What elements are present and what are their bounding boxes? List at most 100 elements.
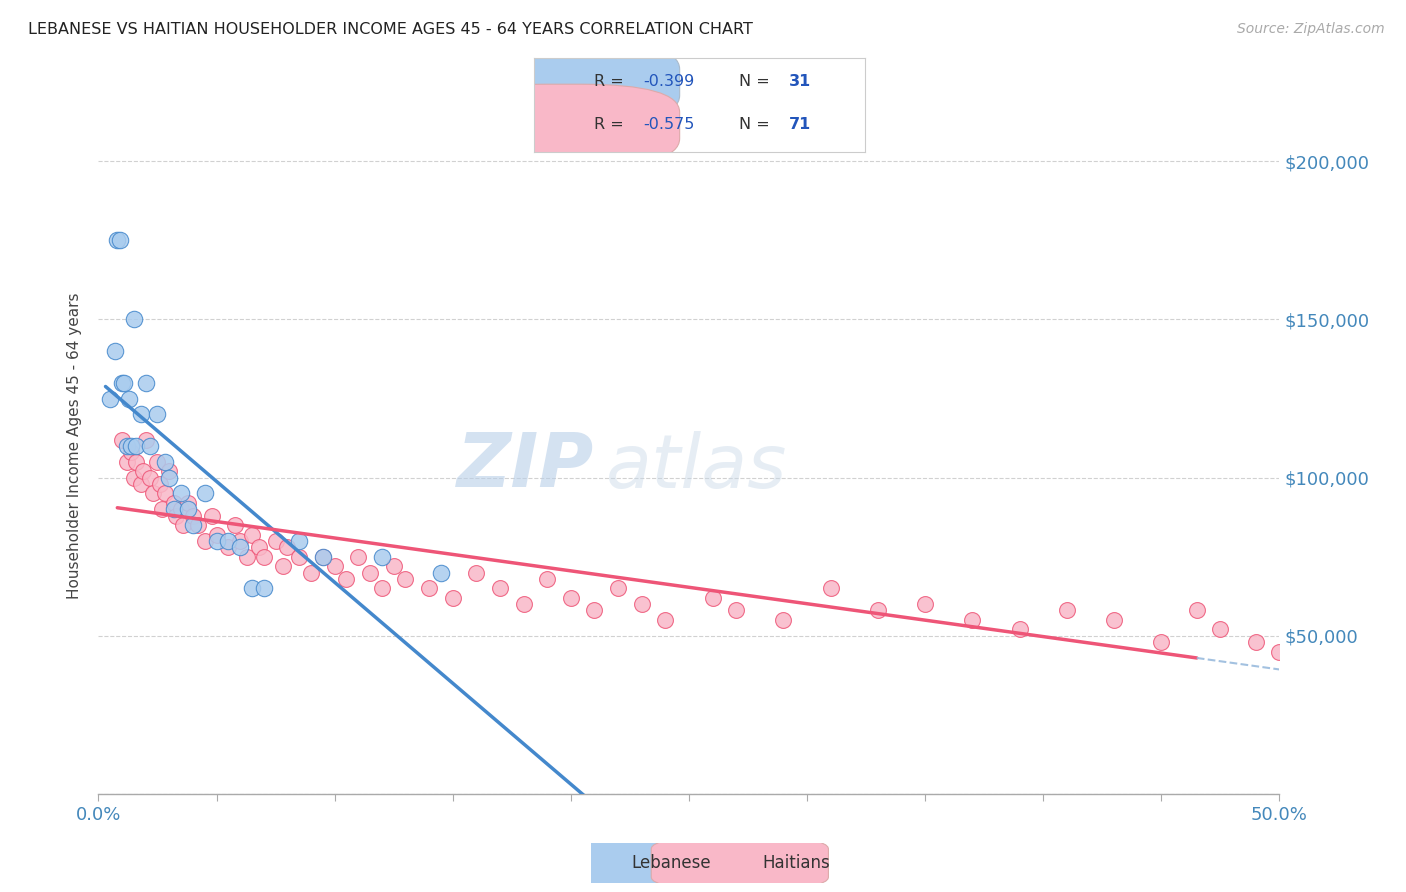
Point	[149, 477, 172, 491]
Point	[105, 234, 128, 248]
Point	[146, 455, 169, 469]
Point	[312, 549, 335, 564]
Point	[271, 559, 294, 574]
Text: Haitians: Haitians	[762, 854, 831, 872]
FancyBboxPatch shape	[651, 837, 828, 889]
Point	[288, 533, 311, 548]
Point	[118, 392, 141, 406]
Point	[177, 496, 200, 510]
Point	[382, 559, 405, 574]
Point	[112, 376, 135, 390]
Point	[108, 234, 131, 248]
Point	[371, 549, 394, 564]
Point	[914, 597, 936, 611]
Point	[583, 603, 606, 617]
Point	[224, 518, 246, 533]
Y-axis label: Householder Income Ages 45 - 64 years: Householder Income Ages 45 - 64 years	[67, 293, 83, 599]
Point	[172, 518, 194, 533]
Point	[1150, 635, 1173, 649]
Point	[122, 312, 145, 326]
Point	[217, 533, 239, 548]
Point	[115, 439, 138, 453]
Point	[240, 527, 263, 541]
Point	[115, 455, 138, 469]
Point	[962, 613, 984, 627]
Point	[125, 455, 148, 469]
Text: R =: R =	[593, 118, 628, 132]
Point	[157, 464, 180, 478]
Point	[104, 344, 127, 359]
Point	[135, 433, 157, 447]
Point	[725, 603, 748, 617]
Point	[630, 597, 652, 611]
Point	[335, 572, 357, 586]
Point	[194, 533, 217, 548]
FancyBboxPatch shape	[449, 84, 679, 167]
Point	[229, 540, 252, 554]
Point	[654, 613, 676, 627]
Point	[163, 496, 186, 510]
Point	[125, 439, 148, 453]
Point	[181, 518, 204, 533]
Point	[135, 376, 157, 390]
Point	[187, 518, 209, 533]
Text: ZIP: ZIP	[457, 430, 595, 503]
Point	[702, 591, 724, 605]
Point	[139, 439, 162, 453]
Point	[560, 591, 582, 605]
Text: LEBANESE VS HAITIAN HOUSEHOLDER INCOME AGES 45 - 64 YEARS CORRELATION CHART: LEBANESE VS HAITIAN HOUSEHOLDER INCOME A…	[28, 22, 754, 37]
Point	[121, 439, 143, 453]
Point	[299, 566, 322, 580]
Text: N =: N =	[740, 74, 775, 89]
Point	[170, 502, 193, 516]
Point	[607, 582, 630, 596]
Point	[146, 408, 169, 422]
Point	[177, 502, 200, 516]
Point	[129, 477, 152, 491]
Point	[229, 533, 252, 548]
Point	[247, 540, 270, 554]
Point	[430, 566, 453, 580]
Point	[512, 597, 534, 611]
Point	[359, 566, 381, 580]
Point	[1185, 603, 1208, 617]
Point	[1056, 603, 1078, 617]
Text: Lebanese: Lebanese	[631, 854, 710, 872]
Point	[820, 582, 842, 596]
Point	[111, 376, 134, 390]
Point	[98, 392, 121, 406]
Point	[394, 572, 416, 586]
Text: 31: 31	[789, 74, 811, 89]
Point	[418, 582, 440, 596]
FancyBboxPatch shape	[449, 41, 679, 124]
Point	[1102, 613, 1125, 627]
Point	[139, 470, 162, 484]
Point	[253, 549, 276, 564]
Point	[347, 549, 370, 564]
Point	[236, 549, 259, 564]
Point	[1008, 623, 1031, 637]
Point	[441, 591, 464, 605]
Text: R =: R =	[593, 74, 628, 89]
Point	[489, 582, 512, 596]
Point	[181, 508, 204, 523]
Point	[129, 408, 152, 422]
Point	[157, 470, 180, 484]
Point	[240, 582, 263, 596]
Point	[1209, 623, 1232, 637]
Point	[142, 486, 165, 500]
Point	[217, 540, 239, 554]
Point	[866, 603, 889, 617]
Point	[371, 582, 394, 596]
Point	[194, 486, 217, 500]
Point	[121, 445, 143, 459]
Point	[201, 508, 224, 523]
Point	[165, 508, 187, 523]
Text: N =: N =	[740, 118, 775, 132]
Point	[153, 486, 176, 500]
Text: Source: ZipAtlas.com: Source: ZipAtlas.com	[1237, 22, 1385, 37]
Point	[132, 464, 155, 478]
Text: 71: 71	[789, 118, 811, 132]
FancyBboxPatch shape	[520, 837, 697, 889]
Point	[111, 433, 134, 447]
